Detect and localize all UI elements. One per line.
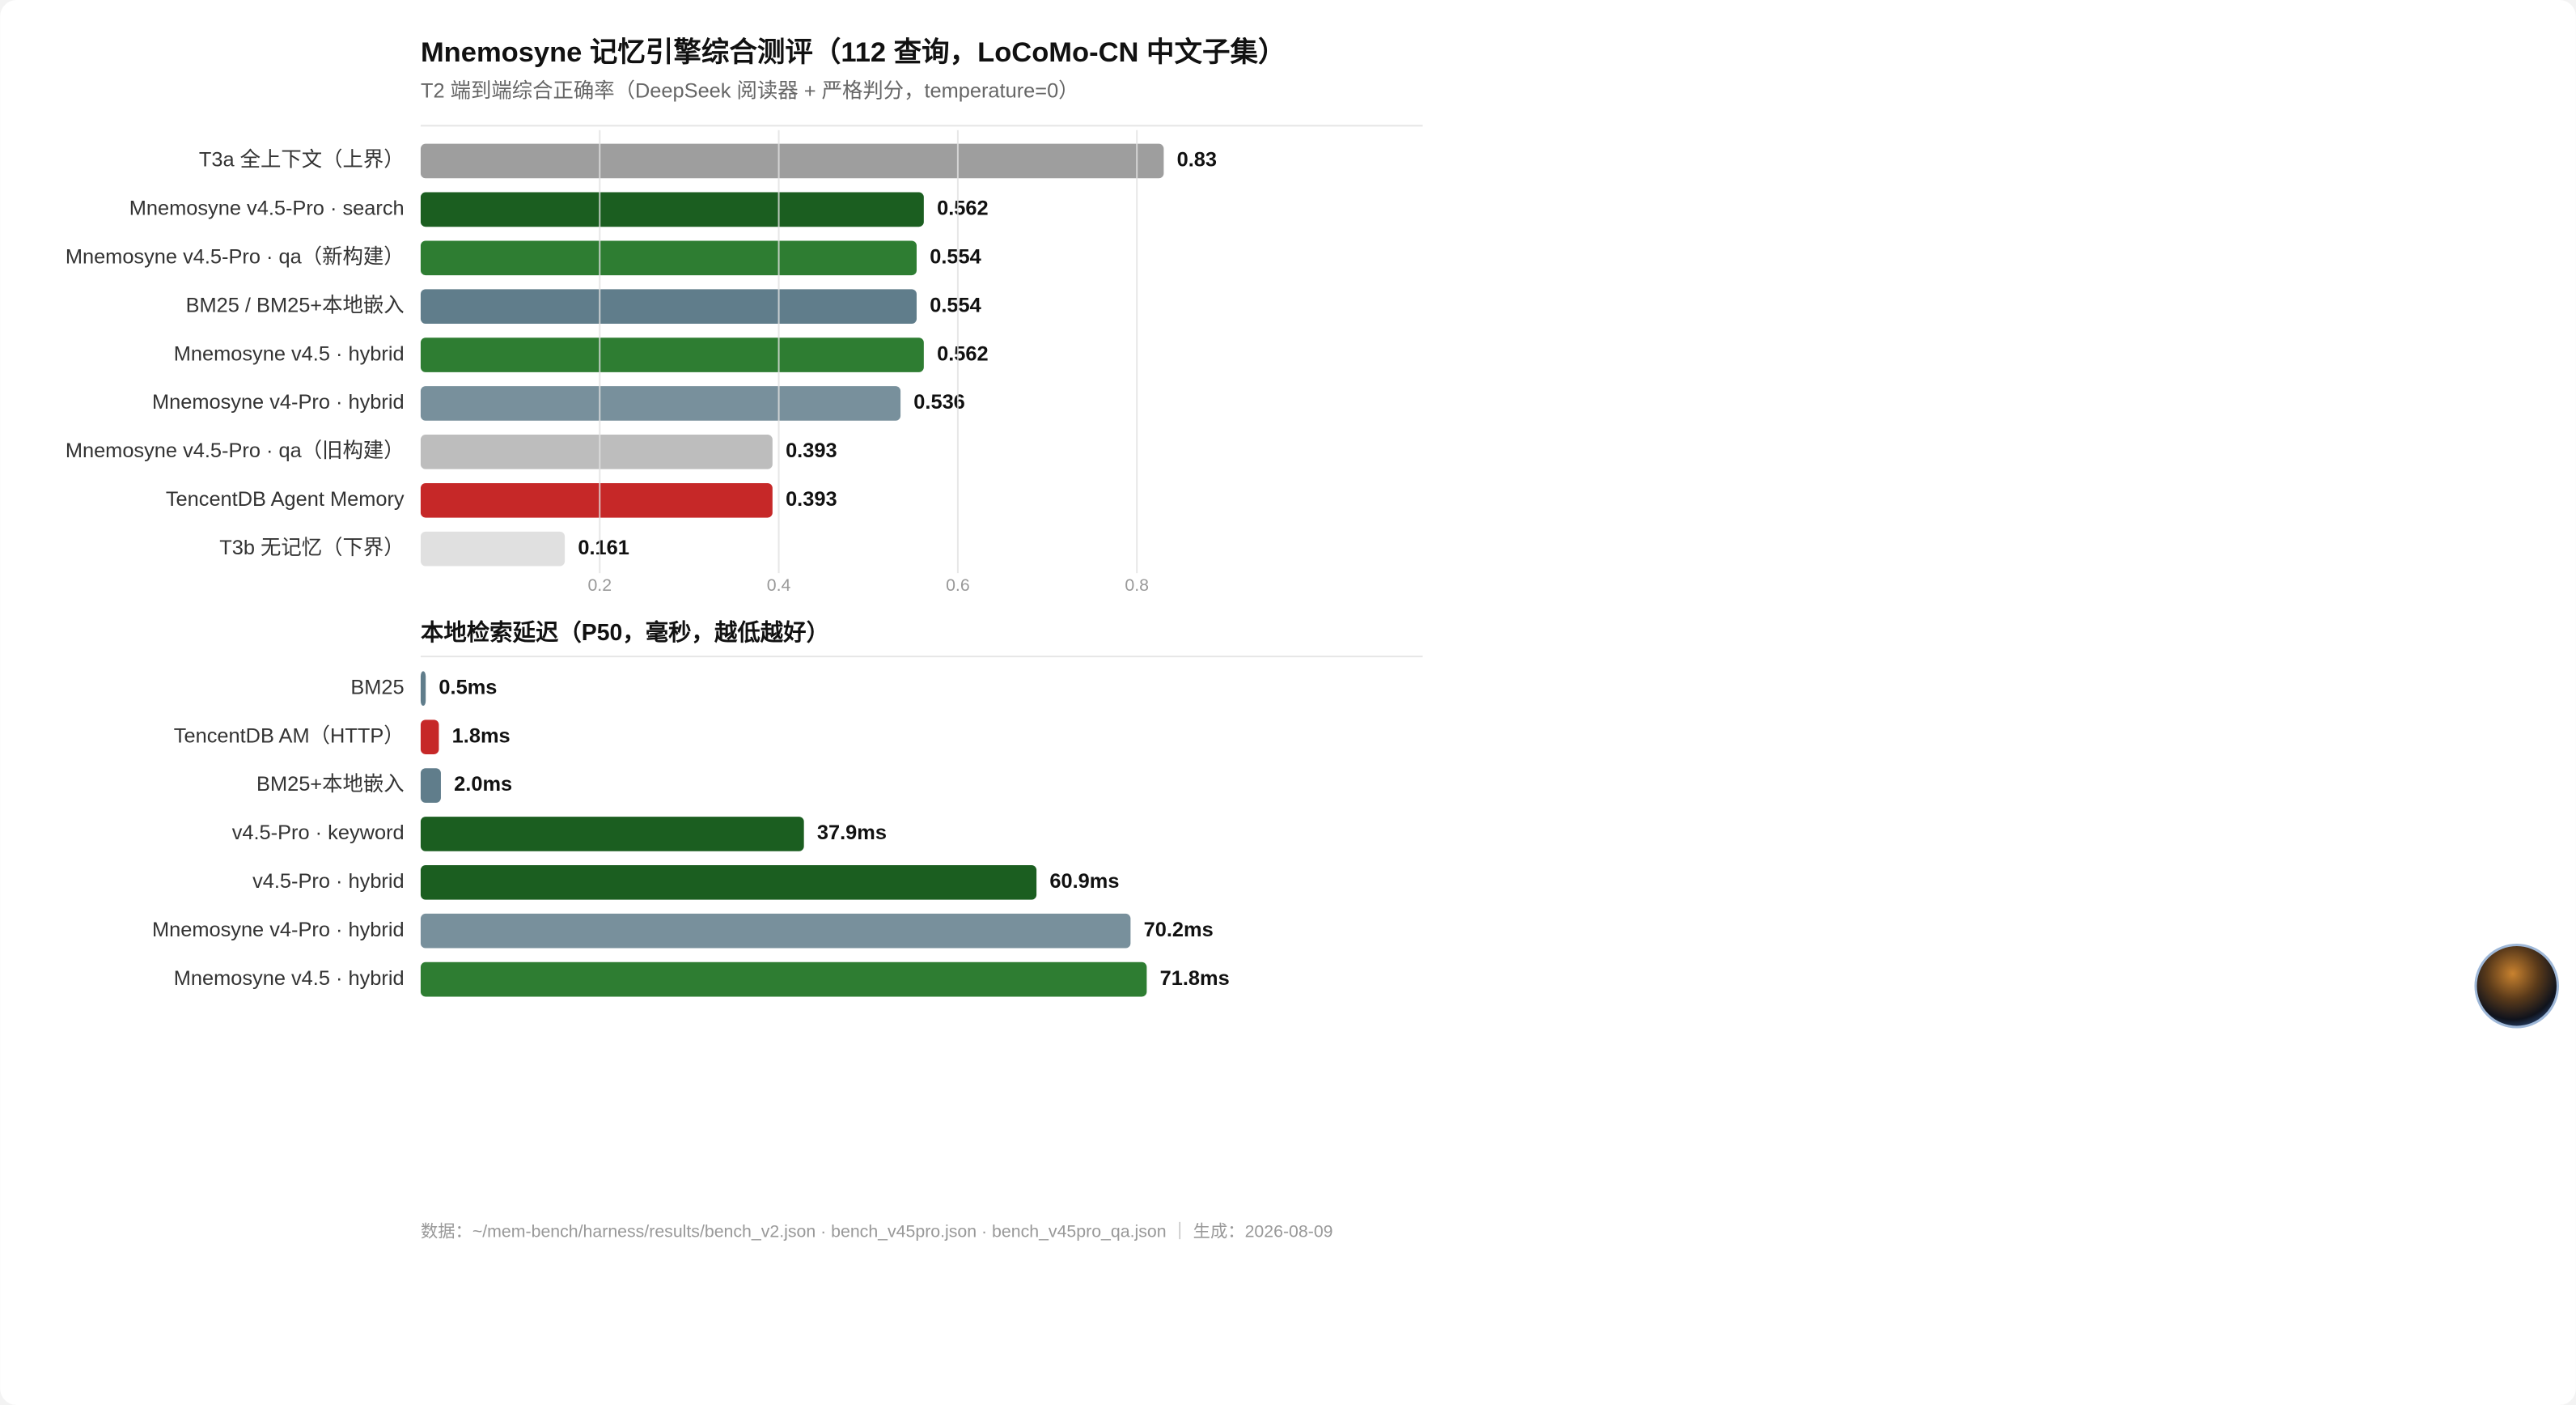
x-tick-label: 0.6 [946, 575, 970, 595]
bar [420, 386, 901, 421]
footer: 数据：~/mem-bench/harness/results/bench_v2.… [421, 1221, 1333, 1241]
bar [420, 817, 804, 851]
x-tick-label: 0.8 [1125, 575, 1149, 595]
y-tick-label: Mnemosyne v4.5-Pro · qa（旧构建） [66, 439, 405, 462]
y-tick-label: Mnemosyne v4.5-Pro · qa（新构建） [66, 245, 405, 268]
value-label: 0.554 [930, 245, 981, 268]
y-tick-label: TencentDB AM（HTTP） [174, 724, 405, 747]
y-tick-label: Mnemosyne v4.5-Pro · search [129, 197, 405, 220]
bar [420, 143, 1164, 179]
value-label: 60.9ms [1049, 870, 1119, 893]
bar [420, 192, 924, 227]
value-label: 0.562 [937, 342, 989, 365]
value-label: 0.83 [1177, 149, 1217, 172]
x-tick-label: 0.2 [587, 575, 612, 595]
bar [420, 961, 1147, 997]
page-subtitle: T2 端到端综合正确率（DeepSeek 阅读器 + 严格判分，temperat… [421, 79, 1079, 102]
bar [420, 768, 441, 803]
bar [420, 289, 917, 324]
value-label: 0.536 [913, 391, 965, 414]
value-label: 0.393 [786, 488, 837, 511]
value-label: 0.393 [786, 439, 837, 462]
value-label: 0.562 [937, 197, 989, 220]
value-label: 2.0ms [454, 773, 512, 796]
bar [420, 719, 439, 754]
y-tick-label: Mnemosyne v4.5 · hybrid [174, 967, 405, 990]
y-tick-label: T3a 全上下文（上界） [199, 149, 405, 172]
y-tick-label: T3b 无记忆（下界） [219, 537, 404, 559]
value-label: 0.161 [578, 537, 629, 559]
page-title: Mnemosyne 记忆引擎综合测评（112 查询，LoCoMo-CN 中文子集… [421, 36, 1286, 68]
y-tick-label: Mnemosyne v4-Pro · hybrid [152, 391, 405, 414]
bar [420, 531, 566, 567]
value-label: 70.2ms [1144, 919, 1214, 941]
y-tick-label: BM25+本地嵌入 [256, 773, 405, 796]
bar [420, 913, 1131, 949]
y-tick-label: Mnemosyne v4-Pro · hybrid [152, 919, 405, 941]
y-tick-label: Mnemosyne v4.5 · hybrid [174, 342, 405, 365]
section-title: 本地检索延迟（P50，毫秒，越低越好） [421, 619, 829, 646]
value-label: 71.8ms [1160, 967, 1230, 990]
value-label: 37.9ms [817, 821, 887, 844]
y-tick-label: BM25 [350, 676, 404, 698]
y-tick-label: BM25 / BM25+本地嵌入 [186, 294, 405, 316]
bar [420, 435, 773, 469]
bar [420, 337, 924, 372]
y-tick-label: TencentDB Agent Memory [166, 488, 405, 511]
assistant-orb[interactable] [2474, 943, 2560, 1029]
value-label: 1.8ms [452, 724, 511, 747]
bar [420, 865, 1037, 900]
y-tick-label: v4.5-Pro · keyword [232, 821, 405, 844]
value-label: 0.5ms [439, 676, 497, 698]
bar [420, 671, 426, 707]
y-tick-label: v4.5-Pro · hybrid [252, 870, 405, 893]
x-tick-label: 0.4 [767, 575, 791, 595]
bar [420, 240, 917, 276]
value-label: 0.554 [930, 294, 981, 316]
bar [420, 482, 773, 518]
